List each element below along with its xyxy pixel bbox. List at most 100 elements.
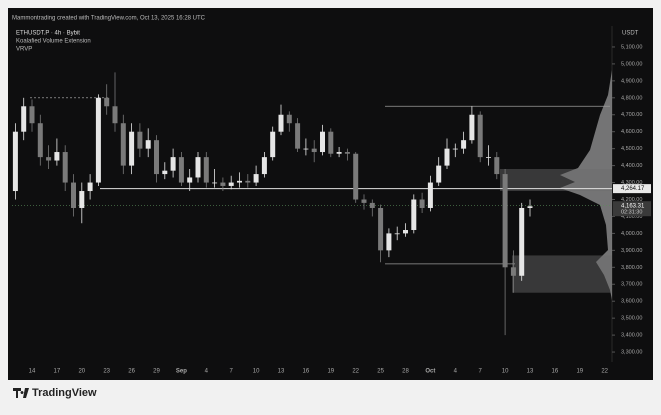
- y-tick-label: 4,400.00: [621, 163, 642, 169]
- indicator-label: VRVP: [16, 47, 32, 53]
- candle-body: [120, 123, 126, 166]
- y-tick-label: 3,300.00: [621, 350, 642, 356]
- candle-body: [104, 97, 110, 107]
- caption: Mammontrading created with TradingView.c…: [12, 16, 206, 22]
- y-tick-label: 3,800.00: [621, 265, 642, 271]
- candle-body: [361, 199, 367, 203]
- y-tick-label: 3,600.00: [621, 299, 642, 305]
- candle-body: [71, 182, 76, 208]
- candle-body: [394, 233, 400, 235]
- candle-body: [436, 165, 442, 183]
- x-tick-label: 4: [454, 369, 458, 375]
- candle-body: [87, 182, 93, 192]
- y-tick-label: 5,100.00: [621, 44, 642, 50]
- x-tick-label: 10: [502, 369, 509, 375]
- brand-logo: [13, 388, 29, 398]
- candle-body: [328, 131, 334, 154]
- candle-body: [29, 106, 35, 124]
- x-tick-label: Sep: [176, 369, 187, 375]
- candle-body: [170, 157, 176, 171]
- y-tick-label: 4,300.00: [621, 180, 642, 186]
- candle-body: [278, 114, 284, 132]
- x-tick-label: 16: [303, 369, 310, 375]
- x-tick-label: 20: [78, 369, 85, 375]
- candle-body: [427, 182, 433, 208]
- y-tick-label: 3,400.00: [621, 333, 642, 339]
- candle-body: [295, 123, 301, 149]
- candle-body: [270, 131, 276, 158]
- x-tick-label: 7: [230, 369, 234, 375]
- candle-body: [403, 230, 408, 234]
- x-tick-label: 25: [377, 369, 384, 375]
- x-tick-label: Oct: [425, 369, 435, 375]
- candle-body: [37, 123, 43, 158]
- last-price-box: [613, 201, 651, 217]
- candle-body: [145, 140, 151, 149]
- y-tick-label: 4,900.00: [621, 78, 642, 84]
- candle-body: [112, 106, 118, 124]
- price-label: 4,264.17: [621, 186, 645, 192]
- candle-body: [21, 106, 27, 132]
- x-tick-label: 26: [128, 369, 135, 375]
- candle-body: [344, 152, 350, 154]
- candle-body: [320, 131, 325, 153]
- x-tick-label: 29: [153, 369, 160, 375]
- candle-body: [527, 206, 533, 208]
- candle-body: [444, 148, 450, 166]
- candle-body: [311, 148, 317, 153]
- candle-body: [62, 152, 68, 183]
- candle-body: [419, 199, 425, 208]
- last-price-label: 4,163.31: [621, 203, 645, 209]
- brand: TradingView: [32, 387, 97, 399]
- candle-body: [178, 157, 184, 183]
- x-tick-label: 13: [527, 369, 534, 375]
- candle-body: [469, 114, 475, 141]
- candle-body: [245, 180, 251, 183]
- candle-body: [195, 157, 201, 178]
- candle-body: [494, 157, 500, 175]
- x-tick-label: 19: [327, 369, 334, 375]
- y-tick-label: 4,600.00: [621, 129, 642, 135]
- candle-body: [286, 114, 292, 124]
- candle-body: [154, 140, 159, 175]
- candle-body: [212, 182, 218, 184]
- y-tick-label: 3,500.00: [621, 316, 642, 322]
- x-tick-label: 14: [29, 369, 36, 375]
- candle-body: [378, 207, 384, 251]
- candle-body: [220, 182, 226, 186]
- y-tick-label: 4,500.00: [621, 146, 642, 152]
- x-tick-label: 13: [278, 369, 285, 375]
- candle-body: [203, 157, 209, 183]
- candle-body: [411, 199, 417, 231]
- candle-body: [353, 153, 359, 200]
- price-label-box: [613, 184, 651, 194]
- x-tick-label: 22: [601, 369, 608, 375]
- candle-body: [336, 152, 342, 154]
- candle-body: [162, 170, 168, 175]
- candle-body: [12, 131, 18, 192]
- volume-profile: [560, 70, 612, 300]
- candle-body: [129, 131, 135, 166]
- y-tick-label: 3,700.00: [621, 282, 642, 288]
- y-tick-label: 5,000.00: [621, 61, 642, 67]
- y-tick-label: 3,900.00: [621, 248, 642, 254]
- countdown: 02:31:30: [621, 210, 642, 216]
- candle-body: [228, 182, 234, 186]
- candle-body: [502, 174, 508, 268]
- x-tick-label: 17: [54, 369, 61, 375]
- candle-body: [369, 202, 375, 208]
- x-tick-label: 19: [576, 369, 583, 375]
- candle-body: [519, 207, 525, 276]
- y-tick-label: 4,000.00: [621, 231, 642, 237]
- candle-body: [95, 97, 101, 183]
- candle-body: [187, 177, 193, 183]
- candle-body: [46, 157, 52, 161]
- candle-body: [79, 191, 85, 208]
- candle-body: [486, 157, 491, 158]
- axis-unit: USDT: [622, 31, 639, 37]
- indicator-label: Koalafied Volume Extension: [16, 39, 91, 45]
- candle-body: [510, 267, 516, 276]
- symbol-title: ETHUSDT.P · 4h · Bybit: [16, 31, 80, 37]
- candle-body: [452, 148, 458, 150]
